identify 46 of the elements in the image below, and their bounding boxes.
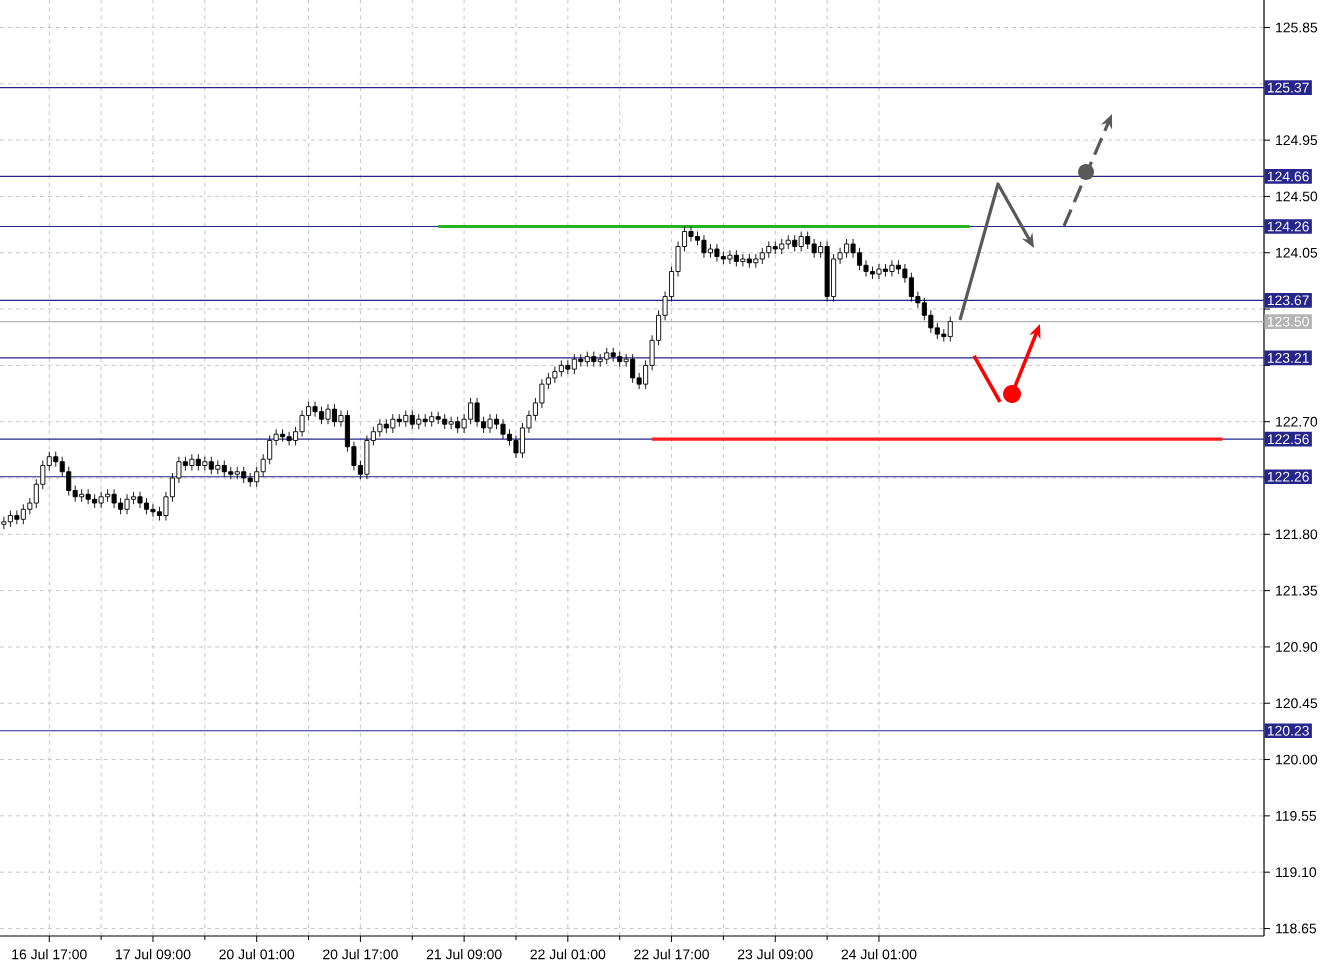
candlestick [299,409,305,438]
candlestick [468,397,474,425]
candlestick [844,238,850,259]
candlestick [377,418,383,438]
candlestick [396,413,402,428]
candlestick [630,353,636,384]
candlestick [889,259,895,277]
candlestick [254,466,260,488]
candlestick [124,493,130,515]
candlestick [571,353,577,375]
candlestick [831,253,837,302]
candlestick [876,263,882,280]
candlestick [364,435,370,480]
candlestick [798,231,804,252]
candlestick [98,491,104,509]
candlestick [150,503,156,518]
candlestick [500,418,506,440]
candlestick [908,272,914,302]
candlestick [947,316,953,343]
candlestick [487,413,493,434]
candlestick [325,403,331,425]
candlestick [727,249,733,265]
candlestick [740,253,746,267]
candlestick [137,491,143,509]
candlestick [422,413,428,428]
candlestick [409,409,415,430]
candlestick [14,510,20,525]
candlestick [1,516,7,530]
candlestick [111,488,117,509]
candlestick [513,435,519,459]
candlestick [286,431,292,446]
candlestick [552,366,558,384]
candlestick [312,401,318,418]
candlestick [105,488,111,503]
candlestick [20,503,26,525]
candlestick [331,403,337,428]
candlestick [79,488,85,503]
candlestick [189,453,195,471]
candlestick [474,397,480,428]
candlestick [857,247,863,271]
candlestick [714,243,720,262]
candlestick [390,413,396,434]
candlestick [811,238,817,259]
candlestick [280,428,286,443]
candlestick [701,234,707,259]
candlestick [688,226,694,242]
